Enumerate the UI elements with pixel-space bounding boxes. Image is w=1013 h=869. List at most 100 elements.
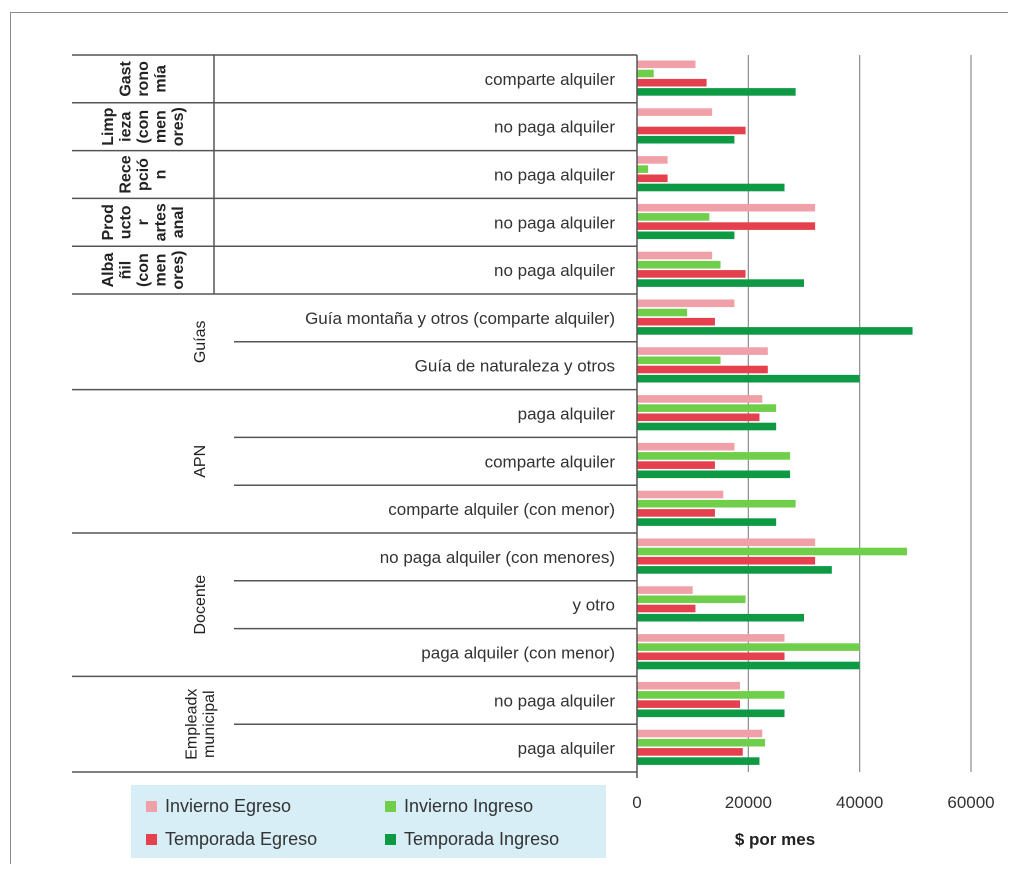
category-label: paga alquiler: [518, 405, 616, 424]
group-label-line: ores): [170, 107, 187, 146]
legend-swatch: [146, 801, 157, 812]
bar-temporada-egreso: [637, 126, 746, 135]
group-label-line: (con: [135, 253, 152, 287]
bar-temporada-ingreso: [637, 422, 777, 431]
bar-temporada-egreso: [637, 748, 743, 756]
group-label-line: pció: [135, 158, 152, 191]
group-label-line: ieza: [118, 111, 135, 141]
bar-invierno-ingreso: [637, 595, 746, 604]
category-label: no paga alquiler (con menores): [380, 548, 615, 567]
bar-temporada-ingreso: [637, 709, 785, 718]
bar-invierno-egreso: [637, 729, 763, 738]
category-label: comparte alquiler: [485, 452, 616, 471]
legend-item-temporada-egreso: Temporada Egreso: [146, 829, 317, 850]
bar-temporada-egreso: [637, 652, 785, 661]
bar-temporada-ingreso: [637, 613, 804, 622]
bar-temporada-egreso: [637, 509, 715, 517]
group-label-line: mía: [153, 65, 170, 93]
bar-invierno-ingreso: [637, 165, 649, 173]
group-label-line: Empleadx: [183, 689, 200, 760]
group-label-line: artes: [153, 203, 170, 241]
legend-swatch: [385, 801, 396, 812]
x-axis-title: $ por mes: [734, 830, 816, 849]
legend-label: Invierno Ingreso: [404, 796, 534, 816]
group-label: Albañil(conmenores): [100, 251, 187, 290]
group-label: Limpieza(conmenores): [100, 107, 187, 146]
bar-temporada-ingreso: [637, 231, 735, 240]
group-label-line: rono: [135, 61, 152, 97]
bar-invierno-ingreso: [637, 308, 688, 317]
bar-temporada-ingreso: [637, 661, 860, 670]
group-label: Guías: [192, 320, 209, 363]
bar-temporada-egreso: [637, 78, 707, 87]
category-label: paga alquiler (con menor): [421, 644, 615, 663]
group-label-line: anal: [170, 206, 187, 238]
bar-temporada-egreso: [637, 604, 696, 613]
bar-invierno-ingreso: [637, 738, 766, 747]
bar-invierno-egreso: [637, 251, 713, 260]
legend-item-invierno-ingreso: Invierno Ingreso: [385, 796, 533, 817]
x-tick-label: 0: [632, 793, 641, 812]
legend-label: Invierno Egreso: [165, 796, 292, 816]
group-label: APN: [192, 445, 209, 478]
bar-temporada-ingreso: [637, 279, 804, 287]
bar-temporada-egreso: [637, 317, 715, 326]
bar-invierno-egreso: [637, 681, 740, 690]
x-tick-label: 40000: [836, 793, 883, 812]
bar-invierno-egreso: [637, 586, 693, 594]
category-label: y otro: [572, 596, 615, 615]
group-label: Gastronomía: [118, 60, 170, 96]
bar-invierno-egreso: [637, 538, 816, 547]
legend-swatch: [146, 834, 157, 845]
group-label-line: municipal: [201, 690, 218, 758]
bar-invierno-egreso: [637, 395, 763, 403]
group-label-line: Prod: [100, 204, 117, 240]
x-tick-label: 60000: [947, 793, 994, 812]
group-label-line: men: [153, 254, 170, 287]
bar-invierno-egreso: [637, 108, 713, 116]
category-label: paga alquiler: [518, 739, 616, 758]
category-label: no paga alquiler: [494, 118, 615, 137]
group-label-line: ores): [170, 251, 187, 290]
legend-swatch: [385, 834, 396, 845]
bar-invierno-egreso: [637, 634, 785, 642]
bar-temporada-egreso: [637, 365, 768, 374]
group-label-line: r: [135, 219, 152, 225]
bar-invierno-egreso: [637, 203, 816, 212]
bar-invierno-ingreso: [637, 643, 860, 651]
bar-temporada-ingreso: [637, 566, 832, 574]
group-label-line: Rece: [118, 155, 135, 193]
group-label-line: APN: [192, 445, 209, 478]
bar-invierno-ingreso: [637, 547, 907, 556]
group-label-line: Alba: [100, 253, 117, 288]
group-label: Recepción: [118, 155, 170, 193]
bar-temporada-egreso: [637, 222, 816, 230]
category-label: comparte alquiler (con menor): [388, 500, 615, 519]
bar-invierno-ingreso: [637, 691, 785, 699]
bar-temporada-egreso: [637, 700, 740, 708]
category-label: no paga alquiler: [494, 691, 615, 710]
bar-temporada-egreso: [637, 461, 715, 469]
group-label-line: n: [153, 170, 170, 180]
bar-invierno-ingreso: [637, 356, 721, 365]
group-label-line: (con: [135, 110, 152, 144]
group-label-line: men: [153, 110, 170, 143]
bar-invierno-egreso: [637, 60, 696, 69]
group-label: Docente: [192, 575, 209, 635]
category-label: comparte alquiler: [485, 70, 616, 89]
bar-invierno-ingreso: [637, 69, 654, 78]
category-label: no paga alquiler: [494, 166, 615, 185]
bar-invierno-egreso: [637, 347, 768, 355]
bar-temporada-egreso: [637, 556, 816, 565]
group-label-line: Guías: [192, 320, 209, 363]
bar-invierno-ingreso: [637, 499, 796, 508]
category-label: no paga alquiler: [494, 261, 615, 280]
group-label-line: ucto: [118, 205, 135, 239]
group-label-line: Limp: [100, 107, 117, 145]
bar-temporada-ingreso: [637, 374, 860, 383]
bar-invierno-ingreso: [637, 452, 791, 460]
bar-temporada-ingreso: [637, 183, 785, 192]
legend: Invierno Egreso Invierno Ingreso Tempora…: [131, 785, 606, 858]
category-label: Guía montaña y otros (comparte alquiler): [305, 309, 615, 328]
